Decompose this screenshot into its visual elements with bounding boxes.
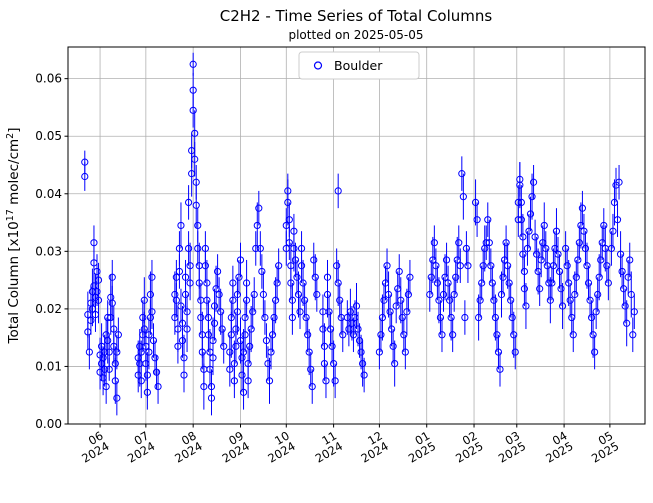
ylabel-superscript: 2 — [5, 133, 16, 139]
ylabel-superscript: 17 — [5, 209, 16, 221]
svg-text:022025: 022025 — [447, 428, 485, 465]
svg-text:0.06: 0.06 — [35, 72, 62, 86]
svg-text:0.02: 0.02 — [35, 302, 62, 316]
svg-text:072024: 072024 — [119, 428, 157, 465]
tick-marks — [64, 78, 611, 428]
legend-box — [298, 51, 420, 80]
svg-text:0.03: 0.03 — [35, 244, 62, 258]
svg-text:0.05: 0.05 — [35, 129, 62, 143]
svg-text:032025: 032025 — [490, 428, 528, 465]
svg-text:0.01: 0.01 — [35, 359, 62, 373]
svg-text:112024: 112024 — [307, 428, 345, 465]
svg-text:102024: 102024 — [259, 428, 297, 465]
svg-text:062024: 062024 — [73, 428, 111, 465]
legend-label: Boulder — [334, 58, 383, 73]
svg-text:012025: 012025 — [400, 428, 438, 465]
y-tick-labels: 0.00 0.01 0.02 0.03 0.04 0.05 0.06 — [35, 72, 62, 431]
svg-text:122024: 122024 — [353, 428, 391, 465]
legend: Boulder — [298, 51, 420, 80]
svg-text:0.04: 0.04 — [35, 187, 62, 201]
legend-marker-icon — [313, 61, 323, 70]
data-points — [81, 60, 638, 402]
error-bars — [84, 52, 635, 416]
chart-subtitle: plotted on 2025-05-05 — [288, 28, 423, 42]
svg-text:092024: 092024 — [214, 428, 252, 465]
svg-text:052025: 052025 — [583, 428, 621, 465]
chart-title: C2H2 - Time Series of Total Columns — [220, 7, 493, 25]
axes-frame — [67, 46, 646, 425]
y-axis-label: Total Column [x1017 molec/cm2] — [5, 128, 22, 345]
svg-text:082024: 082024 — [166, 428, 204, 465]
svg-text:042025: 042025 — [537, 428, 575, 465]
svg-text:0.00: 0.00 — [35, 417, 62, 431]
